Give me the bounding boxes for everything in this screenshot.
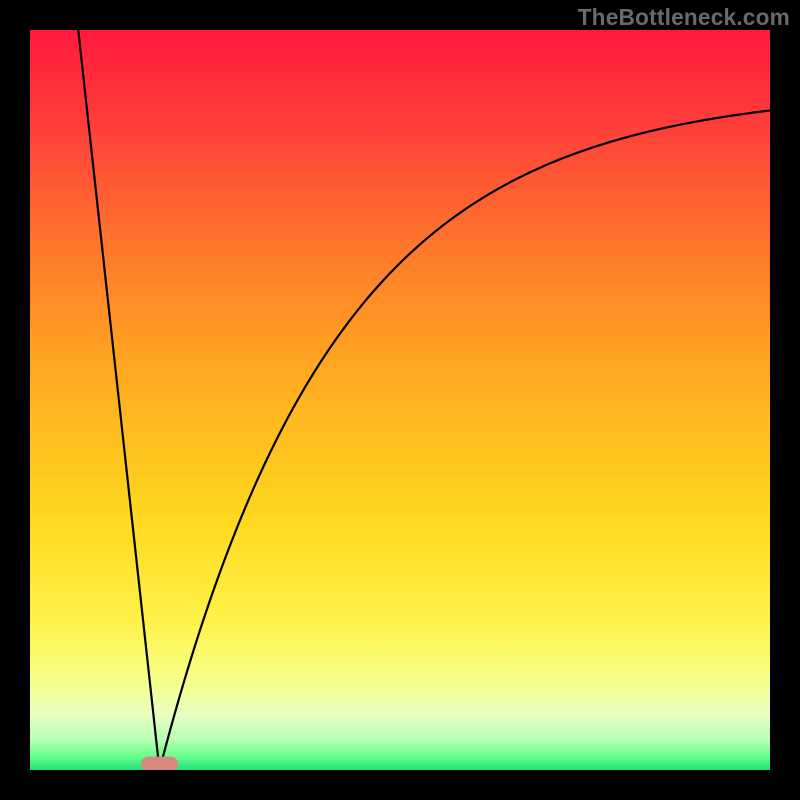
chart-container: TheBottleneck.com <box>0 0 800 800</box>
chart-canvas <box>0 0 800 800</box>
optimum-marker <box>141 757 178 772</box>
watermark-text: TheBottleneck.com <box>578 4 790 31</box>
chart-svg <box>0 0 800 800</box>
plot-background-gradient <box>30 30 770 770</box>
